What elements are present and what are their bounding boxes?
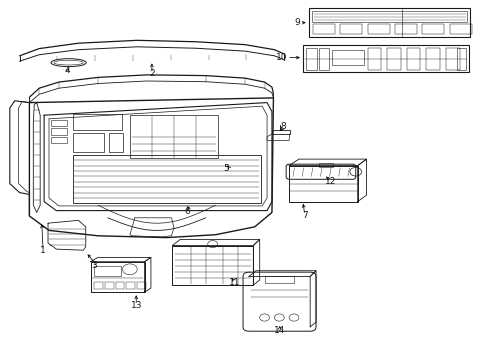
Text: 2: 2 bbox=[149, 69, 155, 78]
Bar bbox=[306, 48, 317, 70]
Bar bbox=[387, 48, 401, 70]
Bar bbox=[172, 246, 253, 285]
Bar bbox=[309, 8, 470, 37]
Bar bbox=[395, 24, 417, 34]
Bar bbox=[265, 276, 294, 283]
Bar bbox=[318, 48, 329, 70]
Bar bbox=[450, 24, 472, 34]
Bar bbox=[426, 48, 440, 70]
Text: 11: 11 bbox=[229, 278, 241, 287]
Text: 7: 7 bbox=[302, 211, 308, 220]
Text: 5: 5 bbox=[223, 164, 229, 173]
Text: 10: 10 bbox=[276, 53, 287, 62]
Bar bbox=[318, 163, 333, 167]
Bar bbox=[368, 24, 390, 34]
Bar bbox=[105, 282, 114, 289]
Bar bbox=[422, 24, 444, 34]
Bar bbox=[340, 24, 362, 34]
Bar bbox=[137, 282, 146, 289]
Bar bbox=[51, 120, 67, 126]
Text: 13: 13 bbox=[130, 301, 142, 310]
Bar bbox=[94, 282, 103, 289]
Bar bbox=[130, 115, 218, 158]
Text: 6: 6 bbox=[184, 207, 190, 216]
Bar bbox=[313, 24, 335, 34]
Bar bbox=[51, 128, 67, 135]
Bar bbox=[73, 155, 261, 203]
Bar bbox=[289, 166, 358, 202]
Bar bbox=[303, 45, 469, 72]
Bar bbox=[94, 266, 121, 276]
Text: 1: 1 bbox=[40, 246, 46, 255]
Text: 3: 3 bbox=[91, 261, 97, 270]
Bar bbox=[457, 48, 466, 70]
Bar bbox=[116, 282, 124, 289]
Bar bbox=[109, 133, 122, 152]
Bar bbox=[73, 114, 122, 130]
Bar bbox=[272, 130, 290, 134]
Text: 4: 4 bbox=[65, 66, 71, 75]
Text: 12: 12 bbox=[324, 177, 336, 186]
Text: 8: 8 bbox=[281, 122, 287, 131]
Bar bbox=[368, 48, 381, 70]
Bar bbox=[51, 137, 67, 143]
Text: 9: 9 bbox=[294, 18, 300, 27]
Bar bbox=[73, 133, 104, 152]
Bar bbox=[91, 262, 145, 292]
Bar bbox=[126, 282, 135, 289]
Bar bbox=[312, 11, 467, 22]
Bar bbox=[332, 50, 364, 65]
Bar bbox=[446, 48, 460, 70]
Bar bbox=[407, 48, 420, 70]
Text: 14: 14 bbox=[274, 326, 286, 335]
